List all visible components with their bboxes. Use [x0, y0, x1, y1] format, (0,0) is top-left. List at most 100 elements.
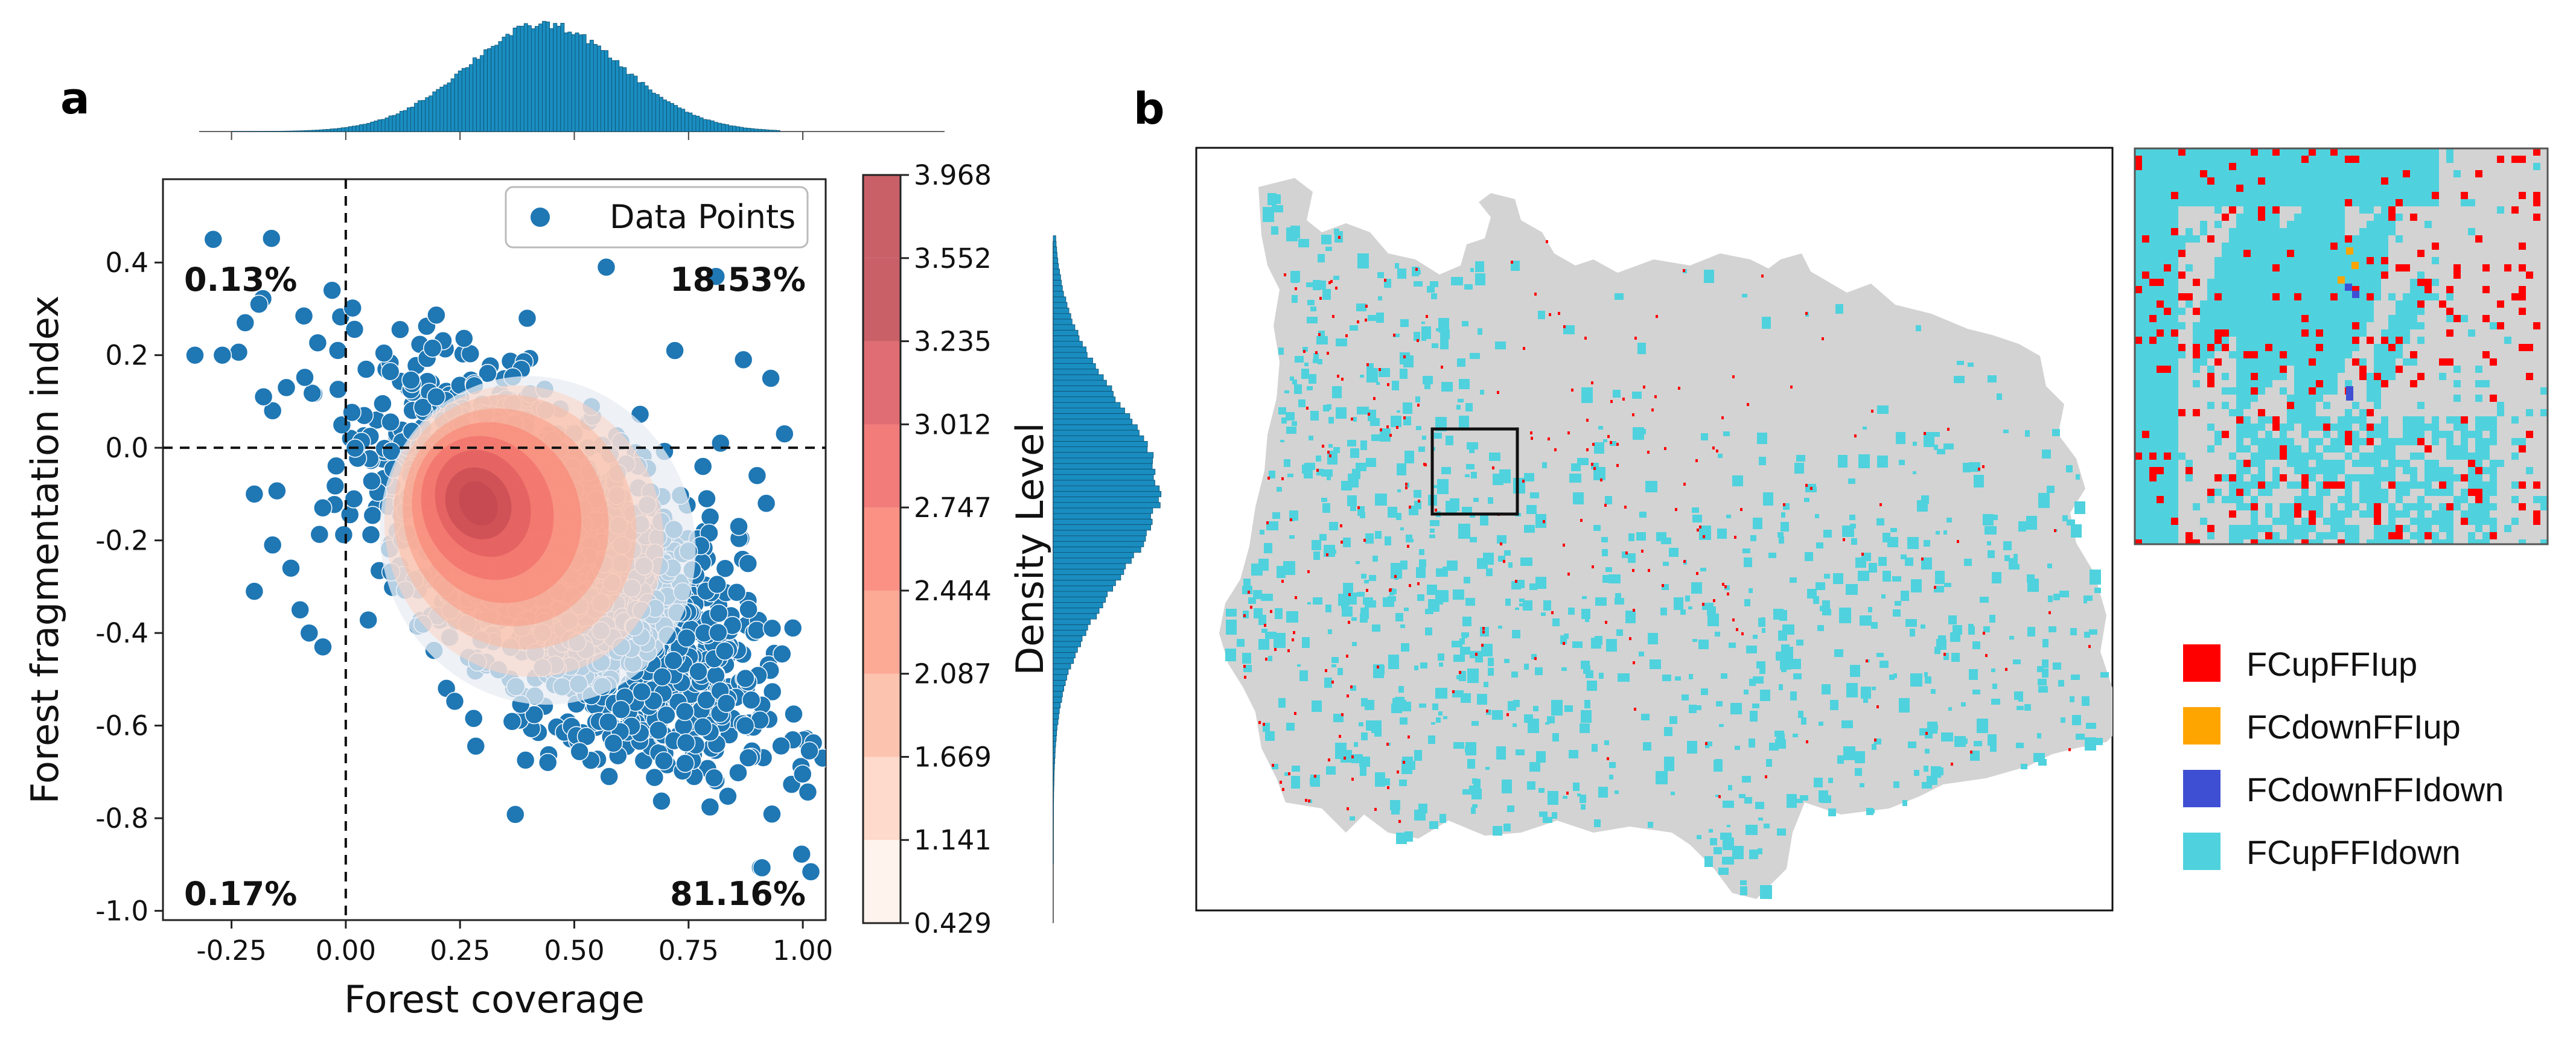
- pixel-fcupffidown: [1834, 649, 1843, 657]
- histogram-bar: [630, 74, 634, 132]
- pixel-fcupffidown: [1744, 690, 1749, 694]
- histogram-bar: [553, 23, 558, 132]
- inset-pixel-fcupffiup: [2135, 163, 2142, 170]
- pixel-fcupffiup: [1558, 312, 1560, 315]
- histogram-bar: [626, 74, 631, 132]
- data-point: [212, 345, 232, 365]
- pixel-fcupffidown: [1488, 658, 1494, 666]
- pixel-fcupffidown: [2052, 429, 2060, 436]
- inset-pixel-fcupffidown: [2142, 366, 2149, 373]
- data-point: [675, 754, 695, 773]
- pixel-fcupffiup: [1327, 352, 1329, 355]
- pixel-fcupffidown: [1931, 689, 1936, 694]
- inset-pixel-fcupffidown: [2142, 264, 2149, 272]
- pixel-fcupffidown: [2033, 753, 2045, 762]
- pixel-fcupffidown: [1987, 541, 1991, 545]
- pixel-fcupffiup: [1982, 465, 1985, 468]
- pixel-fcupffidown: [1819, 722, 1823, 726]
- data-point: [716, 694, 736, 713]
- pixel-fcupffiup: [1244, 676, 1246, 679]
- pixel-fcupffidown: [2013, 554, 2018, 559]
- pixel-fcupffiup: [1761, 275, 1764, 278]
- histogram-bar: [480, 55, 484, 132]
- inset-pixel-fcupffidown: [2214, 177, 2222, 185]
- inset-pixel-fcupffidown: [2207, 199, 2214, 206]
- pixel-fcupffidown: [1427, 585, 1437, 595]
- pixel-fcupffiup: [1563, 544, 1565, 547]
- inset-pixel-fcupffidown: [2142, 424, 2149, 431]
- pixel-fcupffidown: [1881, 594, 1886, 599]
- pixel-fcupffiup: [1403, 416, 1406, 419]
- inset-pixel-fcupffidown: [2164, 532, 2171, 539]
- pixel-fcupffidown: [1391, 565, 1401, 572]
- data-point: [693, 717, 713, 737]
- pixel-fcupffiup: [1713, 599, 1715, 602]
- inset-pixel-fcupffidown: [2142, 387, 2149, 395]
- x-tick-label: 0.75: [658, 935, 719, 967]
- pixel-fcupffiup: [1712, 446, 1715, 449]
- inset-pixel-fcupffidown: [2142, 453, 2149, 460]
- inset-pixel-fcupffiup: [2171, 192, 2178, 199]
- pixel-fcupffidown: [1728, 785, 1732, 790]
- histogram-bar: [1053, 530, 1147, 536]
- inset-pixel-fcupffiup: [2142, 235, 2149, 243]
- pixel-fcupffidown: [1278, 407, 1286, 414]
- pixel-fcupffidown: [1431, 722, 1435, 725]
- pixel-fcupffidown: [1520, 557, 1532, 566]
- pixel-fcupffidown: [1404, 451, 1414, 463]
- inset-pixel-fcupffidown: [2149, 272, 2157, 279]
- histogram-bar: [1053, 502, 1161, 509]
- inset-pixel-fcupffidown: [2142, 286, 2149, 293]
- pixel-fcupffidown: [1636, 532, 1646, 541]
- pixel-fcupffidown: [1375, 772, 1385, 787]
- pixel-fcupffidown: [1271, 226, 1278, 235]
- pixel-fcupffidown: [1364, 580, 1369, 583]
- pixel-fcupffidown: [1275, 608, 1283, 619]
- data-point: [235, 313, 255, 332]
- pixel-fcupffidown: [1732, 475, 1743, 486]
- pixel-fcupffiup: [1418, 500, 1420, 503]
- histogram-bar: [1053, 497, 1159, 503]
- pixel-fcupffidown: [2047, 564, 2052, 568]
- pixel-fcupffidown: [1615, 790, 1619, 794]
- pixel-fcupffidown: [1477, 558, 1488, 569]
- pixel-fcupffidown: [1292, 295, 1298, 303]
- inset-pixel-fcupffidown: [2214, 264, 2222, 272]
- pixel-fcupffiup: [1586, 448, 1589, 451]
- data-point: [422, 338, 442, 358]
- pixel-fcupffidown: [1663, 562, 1669, 566]
- pixel-fcupffidown: [1389, 588, 1394, 595]
- inset-pixel-fcupffidown: [2207, 322, 2214, 329]
- pixel-fcupffidown: [1272, 764, 1278, 769]
- pixel-fcupffidown: [1849, 515, 1855, 520]
- pixel-fcupffidown: [1946, 518, 1952, 522]
- pixel-fcupffiup: [1332, 315, 1334, 318]
- inset-pixel-fcupffidown: [2135, 264, 2142, 272]
- pixel-fcupffiup: [1267, 477, 1270, 480]
- histogram-bar: [578, 34, 583, 132]
- pixel-fcupffidown: [1925, 749, 1930, 754]
- pixel-fcupffidown: [1577, 793, 1581, 796]
- pixel-fcupffidown: [1538, 788, 1545, 793]
- inset-pixel-fcupffidown: [2164, 539, 2171, 544]
- inset-pixel-fcupffidown: [2207, 366, 2214, 373]
- pixel-fcupffidown: [1662, 584, 1669, 590]
- pixel-fcupffidown: [1581, 609, 1590, 619]
- histogram-bar: [681, 109, 686, 132]
- inset-pixel-fcupffidown: [2142, 279, 2149, 286]
- pixel-fcupffidown: [1395, 263, 1399, 268]
- histogram-bar: [670, 103, 674, 132]
- pixel-fcupffidown: [2038, 493, 2050, 508]
- pixel-fcupffidown: [1779, 684, 1783, 690]
- histogram-bar: [1053, 335, 1080, 342]
- pixel-fcupffiup: [1303, 350, 1306, 353]
- pixel-fcupffidown: [1543, 817, 1552, 823]
- histogram-bar: [1053, 329, 1079, 336]
- inset-pixel-fcupffidown: [2171, 148, 2178, 156]
- pixel-fcupffidown: [1924, 672, 1928, 677]
- inset-pixel-fcupffidown: [2142, 308, 2149, 315]
- pixel-fcupffidown: [1543, 600, 1551, 611]
- inset-pixel-fcupffidown: [2149, 156, 2157, 163]
- pixel-fcupffidown: [1675, 676, 1681, 681]
